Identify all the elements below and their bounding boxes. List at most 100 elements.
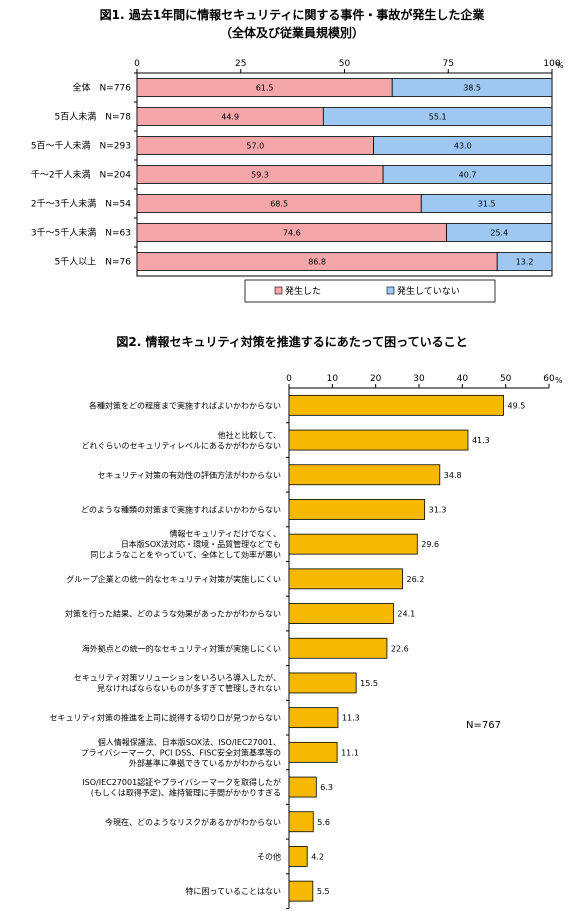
chart2-bar	[288, 394, 504, 416]
chart2-x-tick-label: 40	[457, 374, 469, 384]
chart1-svg: 0 25 50 75 100% 全体 N=776 61.5 38.5 5百人未満 N=78 44.…	[31, 59, 564, 303]
chart2-data-label: 11.3	[342, 714, 360, 723]
chart1-data-label: 74.6	[283, 229, 301, 238]
chart1-data-label: 31.5	[478, 200, 496, 209]
chart2-bar	[288, 429, 469, 451]
chart1-x-tick-label: 75	[443, 59, 454, 69]
chart2-category-label: プライバシーマーク、PCI DSS、FISC安全対策基準等の	[81, 747, 281, 757]
chart2-x-tick-label: 0	[286, 374, 292, 384]
chart2-data-label: 5.6	[317, 818, 330, 827]
chart2-bar	[288, 672, 357, 694]
chart2-data-label: 4.2	[311, 852, 324, 861]
chart2-x-tick-label: 10	[327, 374, 339, 384]
chart1-legend-swatch	[274, 286, 283, 295]
chart2-category-label: どれぐらいのセキュリティレベルにあるかがわからない	[81, 440, 281, 450]
chart1-category-label: 千～2千人未満 N=204	[31, 169, 131, 181]
chart1-title: 図1. 過去1年間に情報セキュリティに関する事件・事故が発生した企業	[99, 8, 485, 22]
chart2-category-label: ISO/IEC27001認証やプライバシーマークを取得したが	[82, 777, 281, 787]
chart2-bar	[288, 707, 339, 729]
chart2-bar	[288, 776, 317, 798]
chart1-data-label: 38.5	[463, 84, 481, 93]
chart1-data-label: 25.4	[490, 229, 508, 238]
chart1-bar-not-occurred	[446, 223, 553, 242]
chart2-category-label: 各種対策をどの程度まで実施すればよいかわからない	[89, 400, 281, 410]
chart1-x-tick-label: 50	[339, 59, 351, 69]
chart2-data-label: 34.8	[444, 471, 462, 480]
chart2-x-tick-label: 50	[500, 374, 512, 384]
chart1-category-label: 2千～3千人未満 N=54	[31, 198, 131, 210]
chart1-bar-not-occurred	[496, 252, 553, 271]
chart2-category-label: (もしくは取得予定)、維持管理に手間がかかりすぎる	[91, 787, 281, 797]
chart2-category-label: セキュリティ対策の有効性の評価方法がわからない	[97, 470, 281, 480]
chart2-data-label: 49.5	[508, 401, 526, 410]
chart2-bar	[288, 880, 314, 902]
chart1-data-label: 13.2	[516, 258, 534, 267]
chart2-bar	[288, 603, 394, 624]
chart2-category-label: グループ企業との統一的なセキュリティ対策が実施しにくい	[66, 574, 281, 584]
chart2-data-label: 22.6	[391, 644, 409, 653]
chart2-category-label: 日本版SOX法対応・環境・品質管理などでも	[121, 539, 281, 549]
chart1-legend-label: 発生した	[285, 285, 321, 297]
chart1-category-label: 5百人未満 N=78	[55, 111, 132, 123]
chart2-category-label: セキュリティ対策ソリューションをいろいろ導入したが、	[74, 673, 281, 683]
chart1-bar-not-occurred	[391, 78, 553, 97]
chart1-x-tick-label: 25	[235, 59, 246, 69]
chart1-data-label: 40.7	[459, 171, 477, 180]
chart2-bar	[288, 846, 308, 867]
chart2-bar	[288, 533, 418, 555]
chart2-annotation: N=767	[466, 720, 501, 731]
chart2-category-label: 同じようなことをやっていて、全体として効率が悪い	[90, 550, 281, 560]
chart2-category-label: 他社と比較して、	[218, 430, 281, 440]
chart2-data-label: 24.1	[397, 610, 415, 619]
chart1-bar-not-occurred	[373, 136, 553, 155]
chart1-data-label: 68.5	[270, 200, 288, 209]
chart2-category-label: 特に困っていることはない	[185, 886, 281, 896]
chart1-category-label: 3千～5千人未満 N=63	[31, 227, 131, 239]
chart2-category-label: 対策を行った結果、どのような効果があったかがわからない	[65, 609, 281, 619]
chart1-legend	[244, 279, 496, 303]
chart1-subtitle: （全体及び従業員規模別）	[219, 26, 364, 40]
chart1-bar-not-occurred	[382, 165, 553, 184]
chart1-legend-swatch	[386, 286, 395, 295]
chart2-unit-label: %	[555, 376, 563, 385]
chart1-data-label: 43.0	[454, 142, 472, 151]
chart2-category-label: 個人情報保護法、日本版SOX法、ISO/IEC27001、	[98, 737, 281, 747]
chart1-category-label: 5千人以上 N=76	[55, 257, 132, 268]
chart2-x-tick-label: 60	[543, 374, 555, 384]
chart2-data-label: 15.5	[360, 679, 378, 688]
chart2-data-label: 29.6	[421, 540, 439, 549]
chart1-x-tick-label: 0	[134, 59, 140, 69]
chart2-title: 図2. 情報セキュリティ対策を推進するにあたって困っていること	[116, 335, 468, 349]
chart2-data-label: 11.1	[341, 748, 359, 757]
chart2-category-label: 見なければならないものが多すぎて管理しきれない	[97, 683, 281, 693]
chart2-category-label: 外部基準に準拠できているかがわからない	[129, 758, 281, 768]
chart1-data-label: 44.9	[221, 113, 239, 122]
chart1-bar-not-occurred	[322, 107, 553, 126]
chart2-x-tick-label: 20	[370, 374, 382, 384]
chart2-bar	[288, 499, 426, 520]
chart2-bar	[288, 811, 314, 833]
chart2-data-label: 41.3	[472, 436, 490, 445]
chart2-data-label: 31.3	[429, 505, 447, 514]
chart2-bar	[288, 637, 388, 659]
chart2-bar	[288, 741, 338, 763]
chart1-data-label: 86.8	[308, 258, 326, 267]
chart1-category-label: 5百～千人未満 N=293	[31, 140, 131, 152]
chart2-category-label: セキュリティ対策の推進を上司に説得する切り口が見つからない	[49, 713, 281, 723]
chart2-category-label: 海外拠点との統一的なセキュリティ対策が実施しにくい	[82, 643, 281, 653]
chart1-data-label: 61.5	[256, 84, 274, 93]
chart2-bar	[288, 568, 403, 590]
chart2-x-tick-label: 30	[413, 374, 425, 384]
chart2-data-label: 26.2	[407, 575, 425, 584]
chart1-data-label: 57.0	[246, 142, 264, 151]
chart1-data-label: 59.3	[251, 171, 269, 180]
chart2-bar	[288, 464, 441, 486]
chart1-bar-not-occurred	[420, 194, 553, 213]
chart2-category-label: 今現在、どのようなリスクがあるかがわからない	[105, 817, 281, 827]
chart2-category-label: どのような種類の対策まで実施すればよいかわからない	[81, 504, 281, 514]
chart1-unit-label: %	[556, 61, 564, 70]
chart2-data-label: 6.3	[320, 783, 333, 792]
chart1-category-label: 全体 N=776	[73, 82, 132, 94]
chart2-category-label: その他	[257, 851, 281, 861]
